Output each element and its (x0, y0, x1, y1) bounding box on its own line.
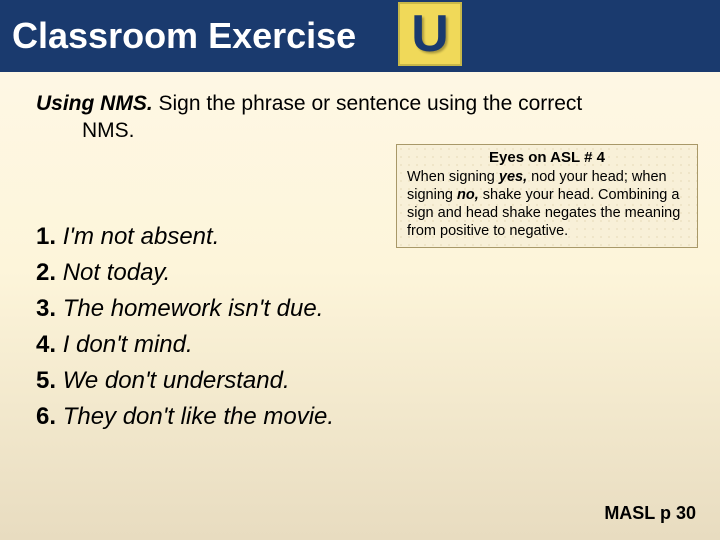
item-num: 2. (36, 259, 56, 286)
item-text: I don't mind. (63, 331, 193, 358)
item-num: 6. (36, 403, 56, 430)
callout-p1: When signing (407, 169, 499, 185)
item-text: I'm not absent. (63, 223, 220, 250)
item-text: Not today. (63, 259, 171, 286)
instructions-line1: Sign the phrase or sentence using the co… (153, 92, 583, 115)
slide-header: Classroom Exercise U (0, 0, 720, 72)
list-item: 6. They don't like the movie. (36, 399, 692, 435)
list-item: 4. I don't mind. (36, 327, 692, 363)
unit-badge: U (398, 2, 462, 66)
list-item: 5. We don't understand. (36, 363, 692, 399)
instructions-lead: Using NMS. (36, 92, 153, 115)
unit-letter: U (411, 8, 449, 60)
instructions-line2: NMS. (82, 117, 692, 144)
callout-no: no, (457, 187, 479, 203)
instructions: Using NMS. Sign the phrase or sentence u… (28, 90, 692, 145)
list-item: 3. The homework isn't due. (36, 291, 692, 327)
item-num: 1. (36, 223, 56, 250)
item-text: We don't understand. (63, 367, 290, 394)
list-item: 2. Not today. (36, 255, 692, 291)
callout-box: Eyes on ASL # 4 When signing yes, nod yo… (396, 144, 698, 248)
exercise-list: 1. I'm not absent. 2. Not today. 3. The … (28, 219, 692, 435)
item-text: The homework isn't due. (63, 295, 324, 322)
header-title: Classroom Exercise (12, 15, 356, 57)
callout-title: Eyes on ASL # 4 (407, 149, 687, 166)
callout-body: When signing yes, nod your head; when si… (407, 168, 687, 241)
content-area: Using NMS. Sign the phrase or sentence u… (0, 72, 720, 435)
item-num: 5. (36, 367, 56, 394)
item-num: 3. (36, 295, 56, 322)
item-text: They don't like the movie. (63, 403, 334, 430)
callout-yes: yes, (499, 169, 527, 185)
item-num: 4. (36, 331, 56, 358)
page-reference: MASL p 30 (604, 503, 696, 524)
